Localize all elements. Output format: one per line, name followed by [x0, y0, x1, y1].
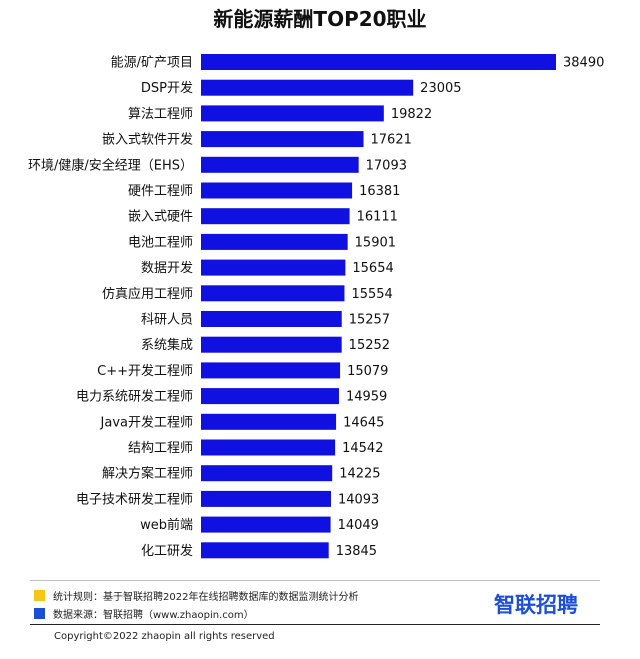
blue-square-icon — [34, 608, 45, 619]
value-label: 13845 — [336, 544, 377, 559]
category-label: 仿真应用工程师 — [102, 286, 193, 302]
category-label: 科研人员 — [141, 313, 193, 328]
copyright-divider — [30, 624, 600, 625]
value-label: 15554 — [351, 287, 392, 302]
category-label: 嵌入式软件开发 — [102, 132, 193, 148]
category-label: 系统集成 — [141, 337, 193, 353]
value-label: 17093 — [366, 158, 407, 173]
stat-rule-text: 统计规则：基于智联招聘2022年在线招聘数据库的数据监测统计分析 — [53, 592, 359, 603]
category-label: web前端 — [140, 517, 193, 533]
value-label: 14645 — [343, 415, 384, 430]
bar-chart: 能源/矿产项目 38490 DSP开发 23005 算法工程师 19822 嵌入式软件开发 1… — [28, 54, 604, 559]
brand-text: 智联招聘 — [494, 593, 578, 617]
bar — [201, 131, 364, 148]
category-label: 环境/健康/安全经理（EHS） — [28, 157, 193, 173]
yellow-square-icon — [34, 590, 45, 601]
value-label: 14049 — [338, 518, 379, 533]
bar — [201, 311, 342, 327]
bar — [201, 388, 339, 405]
category-label: 嵌入式硬件 — [128, 210, 193, 225]
category-label: 硬件工程师 — [128, 184, 193, 199]
bar — [201, 490, 331, 507]
bar — [201, 516, 331, 533]
bar — [201, 105, 384, 122]
chart-title: 新能源薪酬TOP20职业 — [213, 7, 427, 31]
bar — [201, 182, 353, 199]
category-label: 结构工程师 — [128, 441, 193, 456]
zhaopin-logo: 智联招聘 — [494, 589, 578, 619]
value-label: 14959 — [346, 390, 387, 405]
category-label: C++开发工程师 — [97, 363, 193, 379]
stat-rule-note: 统计规则：基于智联招聘2022年在线招聘数据库的数据监测统计分析 — [34, 588, 358, 603]
category-label: Java开发工程师 — [100, 414, 193, 430]
bar — [201, 79, 414, 96]
value-label: 17621 — [371, 133, 412, 148]
bar — [201, 413, 337, 430]
value-label: 16111 — [357, 210, 398, 225]
bar — [201, 208, 350, 225]
footer-divider — [30, 580, 600, 581]
category-label: 电力系统研发工程师 — [76, 389, 193, 405]
value-label: 19822 — [391, 107, 432, 122]
bar — [201, 259, 346, 276]
value-label: 15257 — [349, 313, 390, 328]
category-label: 解决方案工程师 — [102, 466, 193, 482]
data-source-text: 数据来源：智联招聘（www.zhaopin.com） — [53, 610, 254, 621]
bar — [201, 439, 336, 456]
value-label: 15079 — [347, 364, 388, 379]
bar — [201, 336, 342, 353]
value-label: 14542 — [342, 441, 383, 456]
bar — [201, 465, 333, 482]
bar — [201, 233, 348, 250]
copyright-text: Copyright©2022 zhaopin all rights reserv… — [54, 631, 275, 642]
category-label: 电子技术研发工程师 — [76, 491, 193, 507]
value-label: 38490 — [563, 56, 604, 71]
category-label: 电池工程师 — [128, 235, 193, 250]
value-label: 16381 — [359, 184, 400, 199]
data-source-note: 数据来源：智联招聘（www.zhaopin.com） — [34, 606, 254, 621]
value-label: 14093 — [338, 492, 379, 507]
value-label: 14225 — [339, 467, 380, 482]
value-label: 15901 — [355, 235, 396, 250]
category-label: 算法工程师 — [128, 107, 193, 122]
bar — [201, 362, 341, 379]
bar — [201, 542, 329, 559]
bar — [201, 54, 556, 70]
category-label: 数据开发 — [141, 260, 193, 276]
bar — [201, 156, 359, 173]
value-label: 15654 — [352, 261, 393, 276]
value-label: 23005 — [420, 81, 461, 96]
category-label: 化工研发 — [141, 543, 193, 559]
value-label: 15252 — [349, 338, 390, 353]
category-label: 能源/矿产项目 — [111, 56, 193, 71]
bar — [201, 285, 345, 302]
category-label: DSP开发 — [141, 80, 193, 96]
